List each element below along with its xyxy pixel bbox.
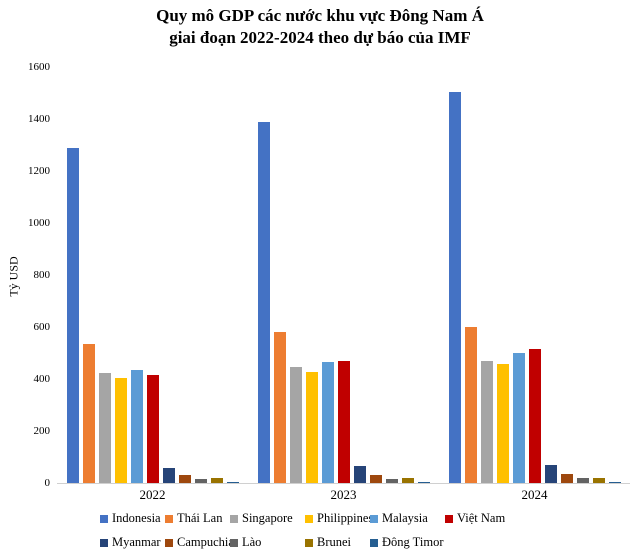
legend-label: Philippines [317, 511, 374, 525]
bar-philippines-2023 [305, 372, 318, 483]
bar-malaysia-2024 [512, 353, 525, 483]
bar-myanmar-2024 [544, 464, 557, 483]
plot-area [57, 67, 630, 484]
legend-item-myanmar: Myanmar [100, 535, 165, 550]
y-tick-label-1600: 1600 [28, 61, 50, 73]
bar-singapore-2023 [289, 366, 302, 483]
x-axis-labels: 2022 2023 2024 [57, 487, 630, 503]
bar-campuchia-2023 [369, 474, 382, 483]
y-tick-label-400: 400 [33, 373, 51, 385]
y-tick-label-600: 600 [33, 321, 51, 333]
legend-label: Brunei [317, 535, 352, 549]
legend-swatch-icon [445, 514, 453, 523]
bar-malaysia-2022 [130, 370, 143, 483]
y-tick-label-0: 0 [44, 477, 51, 489]
legend-label: Việt Nam [457, 511, 506, 525]
bar-lào-2024 [576, 478, 589, 483]
legend-swatch-icon [305, 538, 313, 547]
legend-swatch-icon [370, 538, 378, 547]
y-tick-label-1000: 1000 [28, 217, 50, 229]
legend-item-philippines: Philippines [305, 511, 374, 526]
legend-label: Indonesia [112, 511, 161, 525]
legend-label: Campuchia [177, 535, 234, 549]
bar-indonesia-2023 [257, 121, 270, 483]
legend-item-lào: Lào [230, 535, 305, 550]
legend-item-thái-lan: Thái Lan [165, 511, 230, 526]
bar-myanmar-2023 [353, 466, 366, 483]
bar-đông-timor-2022 [226, 482, 239, 483]
legend-item-việt-nam: Việt Nam [445, 511, 505, 526]
legend-label: Đông Timor [382, 535, 444, 549]
legend-item-indonesia: Indonesia [100, 511, 165, 526]
bar-lào-2022 [194, 478, 207, 483]
legend-swatch-icon [370, 514, 378, 523]
legend-label: Malaysia [382, 511, 428, 525]
bar-malaysia-2023 [321, 361, 334, 483]
y-tick-label-1400: 1400 [28, 113, 50, 125]
legend-label: Thái Lan [177, 511, 223, 525]
x-axis-label-2022: 2022 [139, 487, 166, 502]
legend-label: Lào [242, 535, 262, 549]
bar-campuchia-2024 [560, 473, 573, 483]
bar-campuchia-2022 [178, 475, 191, 483]
bar-group-2022 [57, 67, 248, 483]
chart-title-line1: Quy mô GDP các nước khu vực Đông Nam Á [156, 6, 484, 25]
legend-label: Myanmar [112, 535, 161, 549]
legend-swatch-icon [165, 514, 173, 523]
legend-swatch-icon [305, 514, 313, 523]
bar-việt-nam-2022 [146, 375, 159, 483]
x-axis-label-2024: 2024 [521, 487, 548, 502]
chart-title: Quy mô GDP các nước khu vực Đông Nam Á g… [0, 5, 640, 49]
bar-việt-nam-2023 [337, 361, 350, 483]
bar-brunei-2024 [592, 477, 605, 483]
legend-item-campuchia: Campuchia [165, 535, 234, 550]
legend-swatch-icon [100, 514, 108, 523]
bar-đông-timor-2024 [608, 481, 621, 483]
legend-swatch-icon [100, 538, 108, 547]
y-tick-label-800: 800 [33, 269, 51, 281]
legend-item-đông-timor: Đông Timor [370, 535, 445, 550]
bar-việt-nam-2024 [528, 348, 541, 483]
bar-singapore-2024 [480, 360, 493, 483]
bar-đông-timor-2023 [417, 481, 430, 483]
bar-indonesia-2024 [448, 91, 461, 483]
y-tick-label-200: 200 [33, 425, 51, 437]
legend-item-singapore: Singapore [230, 511, 305, 526]
bar-group-2024 [439, 67, 630, 483]
bar-thái-lan-2023 [273, 332, 286, 483]
legend-label: Singapore [242, 511, 293, 525]
legend-swatch-icon [230, 538, 238, 547]
bar-philippines-2024 [496, 364, 509, 483]
x-axis-label-2023: 2023 [330, 487, 357, 502]
bar-myanmar-2022 [162, 467, 175, 483]
bar-indonesia-2022 [66, 147, 79, 483]
bar-singapore-2022 [98, 372, 111, 483]
bar-thái-lan-2024 [464, 327, 477, 483]
legend: Indonesia Thái Lan Singapore Philippines Mal… [100, 511, 505, 550]
bar-brunei-2023 [401, 478, 414, 483]
bar-philippines-2022 [114, 377, 127, 483]
chart-title-line2: giai đoạn 2022-2024 theo dự báo của IMF [169, 28, 471, 47]
bar-brunei-2022 [210, 478, 223, 483]
legend-swatch-icon [165, 538, 173, 547]
bar-thái-lan-2022 [82, 344, 95, 483]
legend-item-brunei: Brunei [305, 535, 370, 550]
y-tick-label-1200: 1200 [28, 165, 50, 177]
bar-group-2023 [248, 67, 439, 483]
legend-swatch-icon [230, 514, 238, 523]
legend-item-malaysia: Malaysia [370, 511, 445, 526]
bar-lào-2023 [385, 478, 398, 483]
